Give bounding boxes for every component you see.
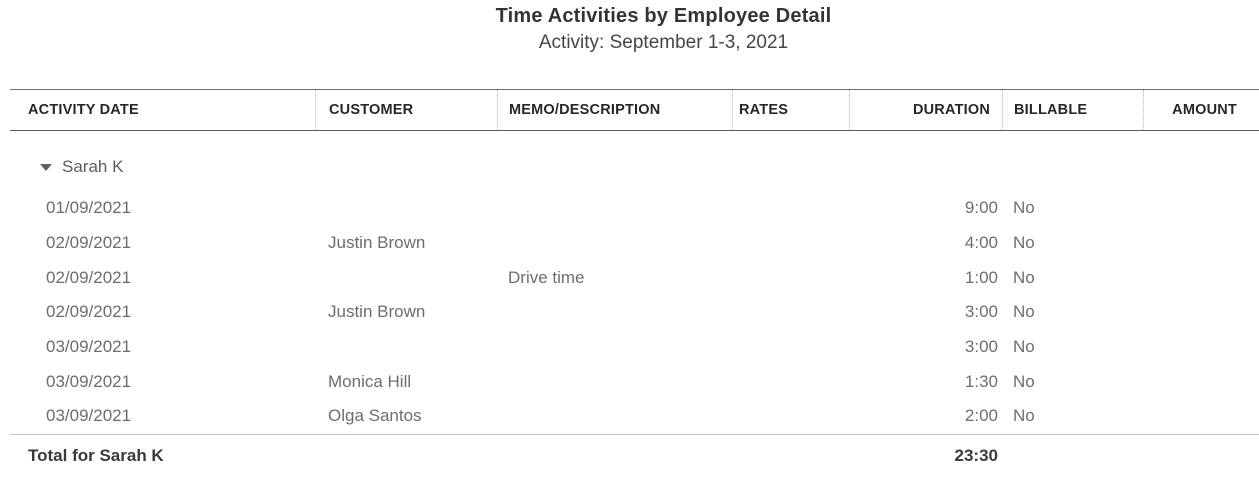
cell-duration: 1:00: [964, 267, 998, 287]
cell-activity-date: 03/09/2021: [46, 371, 132, 391]
cell-duration: 3:00: [964, 302, 998, 322]
group-header-row[interactable]: Sarah K: [10, 149, 1259, 185]
cell-duration: 9:00: [964, 198, 998, 218]
total-label: Total for Sarah K: [28, 445, 164, 465]
column-header-billable: BILLABLE: [1002, 90, 1143, 130]
table-body: 01/09/2021 9:00 No 02/09/2021 Justin Bro…: [10, 191, 1259, 434]
table-row[interactable]: 01/09/2021 9:00 No: [10, 191, 1259, 226]
column-header-memo-description: MEMO/DESCRIPTION: [497, 90, 732, 130]
table-row[interactable]: 03/09/2021 Monica Hill 1:30 No: [10, 364, 1259, 399]
cell-duration: 2:00: [964, 406, 998, 426]
table-row[interactable]: 02/09/2021 Justin Brown 3:00 No: [10, 295, 1259, 330]
group-total-row: Total for Sarah K 23:30: [10, 433, 1259, 477]
table-row[interactable]: 02/09/2021 Justin Brown 4:00 No: [10, 226, 1259, 261]
cell-activity-date: 02/09/2021: [46, 267, 132, 287]
column-header-rates: RATES: [732, 90, 849, 130]
cell-billable: No: [1013, 198, 1035, 218]
cell-customer: Justin Brown: [328, 233, 426, 253]
cell-billable: No: [1013, 406, 1035, 426]
column-header-amount: AMOUNT: [1143, 90, 1259, 130]
cell-duration: 1:30: [964, 371, 998, 391]
column-header-customer: CUSTOMER: [315, 90, 497, 130]
column-header-duration: DURATION: [849, 90, 1002, 130]
cell-duration: 3:00: [964, 337, 998, 357]
cell-billable: No: [1013, 233, 1035, 253]
time-activities-table: ACTIVITY DATE CUSTOMER MEMO/DESCRIPTION …: [10, 89, 1259, 477]
cell-billable: No: [1013, 371, 1035, 391]
column-header-activity-date: ACTIVITY DATE: [28, 102, 139, 118]
cell-customer: Olga Santos: [328, 406, 422, 426]
cell-activity-date: 02/09/2021: [46, 233, 132, 253]
table-row[interactable]: 02/09/2021 Drive time 1:00 No: [10, 260, 1259, 295]
cell-customer: Justin Brown: [328, 302, 426, 322]
total-duration: 23:30: [954, 445, 998, 465]
report-header: Time Activities by Employee Detail Activ…: [68, 0, 1259, 56]
cell-billable: No: [1013, 267, 1035, 287]
group-name: Sarah K: [62, 157, 124, 176]
cell-activity-date: 02/09/2021: [46, 302, 132, 322]
table-header-row: ACTIVITY DATE CUSTOMER MEMO/DESCRIPTION …: [10, 89, 1259, 131]
report-subtitle: Activity: September 1-3, 2021: [538, 32, 789, 53]
table-row[interactable]: 03/09/2021 3:00 No: [10, 330, 1259, 365]
table-row[interactable]: 03/09/2021 Olga Santos 2:00 No: [10, 399, 1259, 434]
cell-activity-date: 03/09/2021: [46, 406, 132, 426]
cell-billable: No: [1013, 302, 1035, 322]
cell-duration: 4:00: [964, 233, 998, 253]
cell-billable: No: [1013, 337, 1035, 357]
cell-customer: Monica Hill: [328, 371, 412, 391]
collapse-triangle-icon[interactable]: [40, 163, 52, 171]
cell-activity-date: 03/09/2021: [46, 337, 132, 357]
cell-activity-date: 01/09/2021: [46, 198, 132, 218]
report-title: Time Activities by Employee Detail: [495, 5, 832, 27]
cell-memo: Drive time: [508, 267, 585, 287]
